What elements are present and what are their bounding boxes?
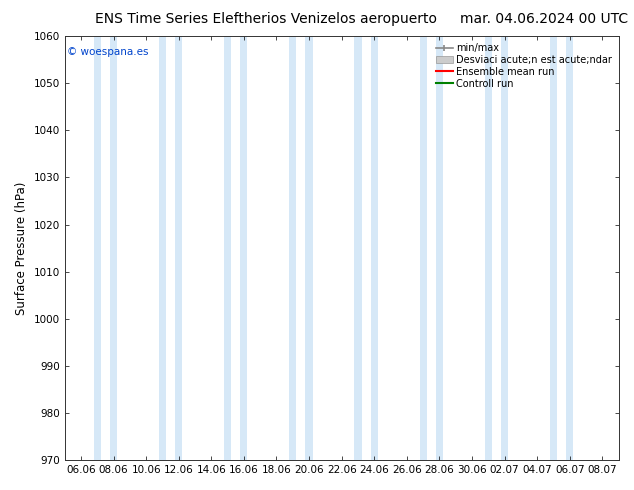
Y-axis label: Surface Pressure (hPa): Surface Pressure (hPa): [15, 181, 28, 315]
Bar: [420, 36, 427, 460]
Bar: [224, 36, 231, 460]
Bar: [485, 36, 492, 460]
Text: mar. 04.06.2024 00 UTC: mar. 04.06.2024 00 UTC: [460, 12, 628, 26]
Bar: [159, 36, 166, 460]
Text: ENS Time Series Eleftherios Venizelos aeropuerto: ENS Time Series Eleftherios Venizelos ae…: [95, 12, 437, 26]
Bar: [175, 36, 183, 460]
Bar: [566, 36, 573, 460]
Bar: [354, 36, 361, 460]
Bar: [289, 36, 296, 460]
Bar: [94, 36, 101, 460]
Legend: min/max, Desviaci acute;n est acute;ndar, Ensemble mean run, Controll run: min/max, Desviaci acute;n est acute;ndar…: [434, 41, 614, 91]
Bar: [501, 36, 508, 460]
Bar: [371, 36, 378, 460]
Bar: [306, 36, 313, 460]
Bar: [436, 36, 443, 460]
Text: © woespana.es: © woespana.es: [67, 47, 149, 57]
Bar: [110, 36, 117, 460]
Bar: [240, 36, 247, 460]
Bar: [550, 36, 557, 460]
